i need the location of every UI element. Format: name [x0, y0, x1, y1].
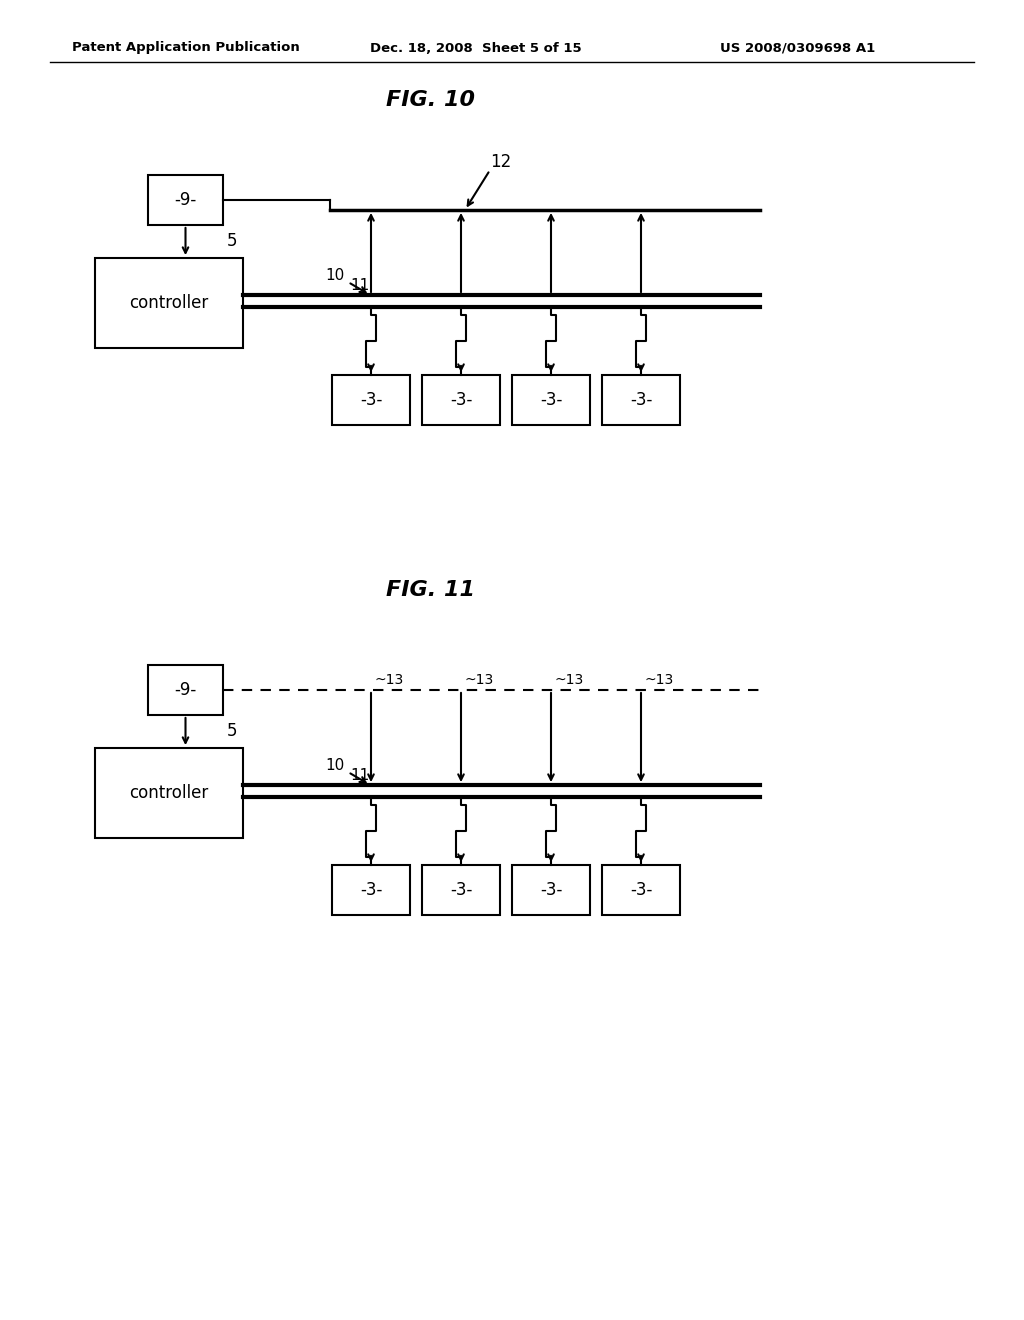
- Text: ~13: ~13: [375, 673, 404, 686]
- Text: Dec. 18, 2008  Sheet 5 of 15: Dec. 18, 2008 Sheet 5 of 15: [370, 41, 582, 54]
- Bar: [422, 375, 500, 425]
- Text: 5: 5: [227, 232, 238, 251]
- Bar: [602, 375, 680, 425]
- Text: FIG. 11: FIG. 11: [385, 579, 474, 601]
- Text: ~13: ~13: [555, 673, 585, 686]
- Bar: [332, 865, 410, 915]
- Text: FIG. 10: FIG. 10: [385, 90, 474, 110]
- Text: -3-: -3-: [540, 391, 562, 409]
- Text: ~13: ~13: [645, 673, 674, 686]
- Bar: [148, 665, 223, 715]
- Text: ~13: ~13: [465, 673, 495, 686]
- Bar: [602, 865, 680, 915]
- Text: Patent Application Publication: Patent Application Publication: [72, 41, 300, 54]
- Bar: [422, 865, 500, 915]
- Text: controller: controller: [129, 294, 209, 312]
- Text: -9-: -9-: [174, 191, 197, 209]
- Text: -3-: -3-: [359, 391, 382, 409]
- Text: -3-: -3-: [540, 880, 562, 899]
- Bar: [95, 257, 243, 348]
- Bar: [148, 176, 223, 224]
- Text: -3-: -3-: [630, 391, 652, 409]
- Text: -3-: -3-: [450, 880, 472, 899]
- Text: 10: 10: [325, 268, 344, 282]
- Bar: [95, 748, 243, 838]
- Text: controller: controller: [129, 784, 209, 803]
- Text: US 2008/0309698 A1: US 2008/0309698 A1: [720, 41, 876, 54]
- Text: 12: 12: [490, 153, 511, 172]
- Bar: [512, 865, 590, 915]
- Bar: [512, 375, 590, 425]
- Bar: [332, 375, 410, 425]
- Text: 11: 11: [350, 767, 370, 783]
- Text: 5: 5: [227, 722, 238, 741]
- Text: -3-: -3-: [359, 880, 382, 899]
- Text: 10: 10: [325, 758, 344, 772]
- Text: 11: 11: [350, 277, 370, 293]
- Text: -9-: -9-: [174, 681, 197, 700]
- Text: -3-: -3-: [630, 880, 652, 899]
- Text: -3-: -3-: [450, 391, 472, 409]
